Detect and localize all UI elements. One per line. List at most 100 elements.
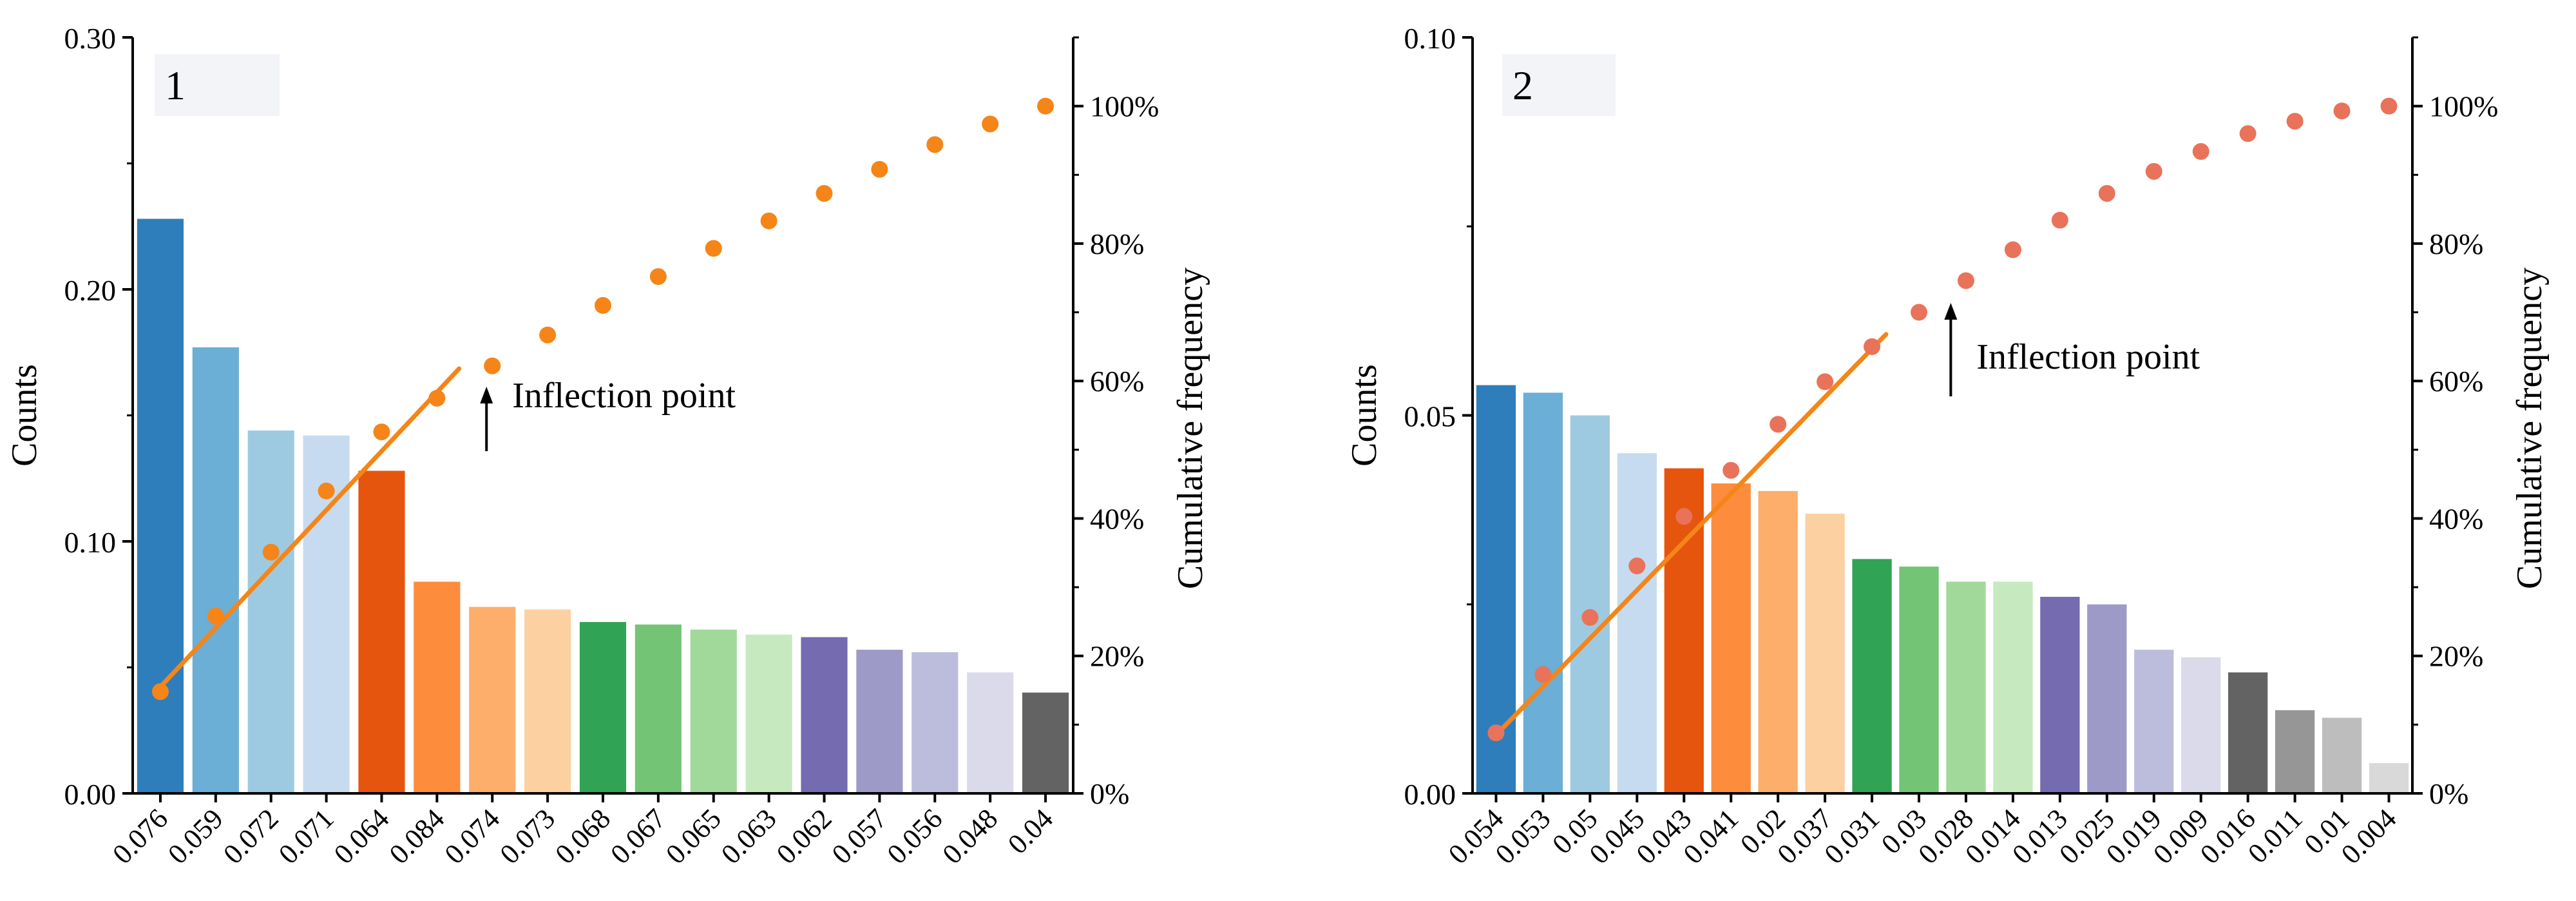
cumulative-point xyxy=(1534,666,1552,683)
y2-tick-label: 60% xyxy=(1090,365,1144,398)
bar xyxy=(690,629,737,793)
bar xyxy=(1617,453,1657,793)
trend-line xyxy=(1493,332,1889,737)
y-tick-label: 0.05 xyxy=(1404,400,1456,433)
bar xyxy=(2134,650,2174,793)
bar xyxy=(634,625,682,793)
bar xyxy=(967,672,1014,793)
bar xyxy=(856,650,903,793)
bar xyxy=(2275,710,2315,793)
cumulative-point xyxy=(2004,241,2021,258)
cumulative-point xyxy=(2098,185,2115,202)
bar xyxy=(2228,672,2268,793)
cumulative-point xyxy=(705,240,722,257)
annotation-arrow-head xyxy=(1944,303,1958,320)
bar xyxy=(2181,657,2221,793)
y2-tick-label: 40% xyxy=(2429,502,2483,535)
bar xyxy=(911,652,959,793)
cumulative-point xyxy=(318,482,335,499)
cumulative-point xyxy=(1911,304,1928,321)
bar xyxy=(2322,717,2362,793)
y2-tick-label: 80% xyxy=(1090,228,1144,260)
cumulative-point xyxy=(2380,97,2398,115)
bar xyxy=(2087,604,2127,793)
y-tick-label: 0.00 xyxy=(1404,778,1456,811)
cumulative-point xyxy=(1487,724,1505,742)
y2-tick-label: 100% xyxy=(1090,90,1159,123)
bar xyxy=(2369,763,2409,793)
cumulative-point xyxy=(2145,162,2162,180)
y2-tick-label: 20% xyxy=(2429,640,2483,673)
cumulative-point xyxy=(649,268,667,286)
bar xyxy=(469,606,516,793)
bar xyxy=(358,470,405,793)
cumulative-point xyxy=(595,296,611,314)
bar xyxy=(579,622,627,793)
bar xyxy=(2040,597,2080,793)
bar xyxy=(414,581,461,793)
cumulative-point xyxy=(373,423,390,441)
y2-axis-title: Cumulative frequency xyxy=(1170,267,1210,589)
cumulative-point xyxy=(1628,557,1646,575)
bar xyxy=(192,347,239,793)
bar xyxy=(1852,559,1892,793)
cumulative-point xyxy=(2333,102,2351,120)
y2-tick-label: 60% xyxy=(2429,365,2483,398)
cumulative-point xyxy=(2192,143,2209,160)
cumulative-point xyxy=(539,326,557,344)
annotation-text: Inflection point xyxy=(512,376,736,416)
cumulative-point xyxy=(816,185,833,202)
y-tick-label: 0.00 xyxy=(64,778,117,811)
panel-label: 2 xyxy=(1512,63,1533,108)
cumulative-point xyxy=(428,389,446,407)
bar xyxy=(1899,567,1939,793)
cumulative-point xyxy=(1770,416,1787,433)
cumulative-point xyxy=(982,115,999,133)
cumulative-point xyxy=(1722,461,1740,479)
cumulative-point xyxy=(1864,338,1881,355)
cumulative-point xyxy=(262,543,280,561)
bar xyxy=(1946,581,1986,793)
panel-label: 1 xyxy=(165,63,186,108)
y-tick-label: 0.10 xyxy=(1404,22,1456,55)
y2-tick-label: 80% xyxy=(2429,228,2483,260)
bar xyxy=(745,634,792,793)
cumulative-point xyxy=(484,357,501,374)
annotation-arrow-head xyxy=(480,387,493,403)
bar xyxy=(1523,392,1563,793)
bar xyxy=(1711,483,1751,793)
cumulative-point xyxy=(151,683,169,701)
bar xyxy=(1993,581,2033,793)
cumulative-point xyxy=(926,136,944,153)
cumulative-point xyxy=(1957,272,1974,289)
y-tick-label: 0.30 xyxy=(64,22,117,55)
y-tick-label: 0.20 xyxy=(64,274,117,307)
y-tick-label: 0.10 xyxy=(64,526,117,559)
cumulative-point xyxy=(207,607,224,625)
cumulative-point xyxy=(2051,211,2068,229)
panel-label-box xyxy=(1502,54,1616,116)
bar xyxy=(801,637,848,793)
bar xyxy=(1570,415,1610,793)
y2-tick-label: 100% xyxy=(2429,90,2498,123)
cumulative-point xyxy=(1037,97,1054,115)
cumulative-point xyxy=(760,212,778,229)
panel-label-box xyxy=(155,54,280,116)
trend-line xyxy=(158,366,462,690)
y2-tick-label: 0% xyxy=(1090,777,1129,810)
bar xyxy=(524,609,571,793)
y2-tick-label: 0% xyxy=(2429,777,2468,810)
bar xyxy=(247,430,294,793)
cumulative-point xyxy=(2239,125,2256,142)
bar xyxy=(137,218,184,793)
cumulative-point xyxy=(1581,609,1599,626)
cumulative-point xyxy=(1675,508,1693,525)
cumulative-point xyxy=(871,160,888,178)
y-axis-title: Counts xyxy=(5,364,44,467)
y2-tick-label: 40% xyxy=(1090,502,1144,535)
bar xyxy=(1805,513,1845,793)
bar xyxy=(1758,490,1798,793)
bar xyxy=(1022,692,1069,793)
y-axis-title: Counts xyxy=(1344,364,1384,467)
